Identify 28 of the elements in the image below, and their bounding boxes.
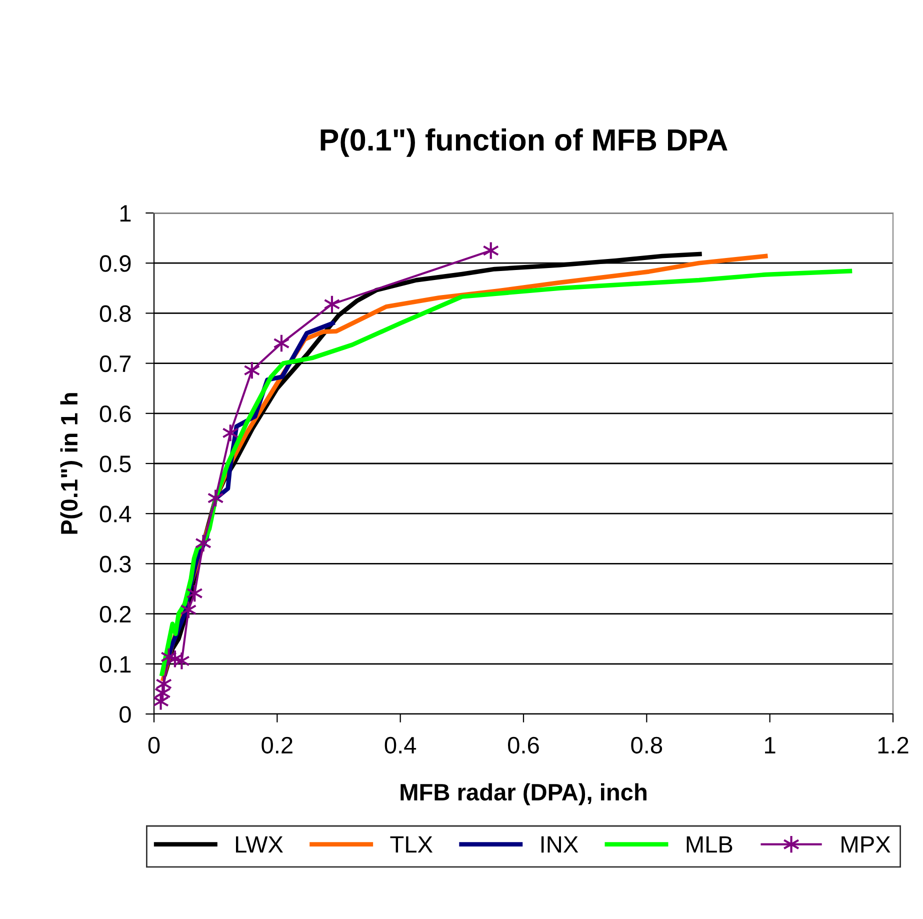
x-tick-label: 0: [148, 736, 160, 754]
x-tick-label: 0.4: [384, 736, 416, 754]
y-tick-label: 0.1: [100, 656, 131, 673]
y-tick-label: 0.7: [100, 355, 131, 372]
y-tick-label: 0: [120, 706, 131, 723]
x-tick-label: 0.2: [262, 736, 292, 754]
x-tick-label: 0.8: [631, 736, 662, 754]
x-tick-label: 1.2: [878, 736, 908, 754]
y-tick-label: 0.9: [100, 255, 131, 272]
chart-title: P(0.1") function of MFB DPA: [320, 128, 728, 157]
y-tick-label: 0.6: [100, 405, 131, 422]
y-tick-label: 1: [120, 205, 131, 222]
x-tick-label: 0.6: [508, 736, 539, 754]
x-axis-title: MFB radar (DPA), inch: [400, 783, 646, 806]
y-axis-title: P(0.1") in 1 h: [60, 393, 82, 534]
legend-label: INX: [541, 836, 578, 853]
y-tick-label: 0.4: [100, 506, 132, 522]
legend-label: LWX: [236, 836, 283, 853]
point: [195, 534, 212, 553]
y-tick-label: 0.5: [100, 456, 131, 472]
legend-label: MLB: [686, 836, 732, 853]
y-tick-label: 0.8: [100, 305, 131, 322]
legend-label: MPX: [842, 836, 890, 853]
x-tick-label: 1: [765, 737, 776, 754]
y-tick-label: 0.3: [100, 556, 131, 572]
line-series: [160, 268, 852, 676]
legend-label: TLX: [390, 836, 433, 853]
y-tick-label: 0.2: [100, 606, 131, 623]
